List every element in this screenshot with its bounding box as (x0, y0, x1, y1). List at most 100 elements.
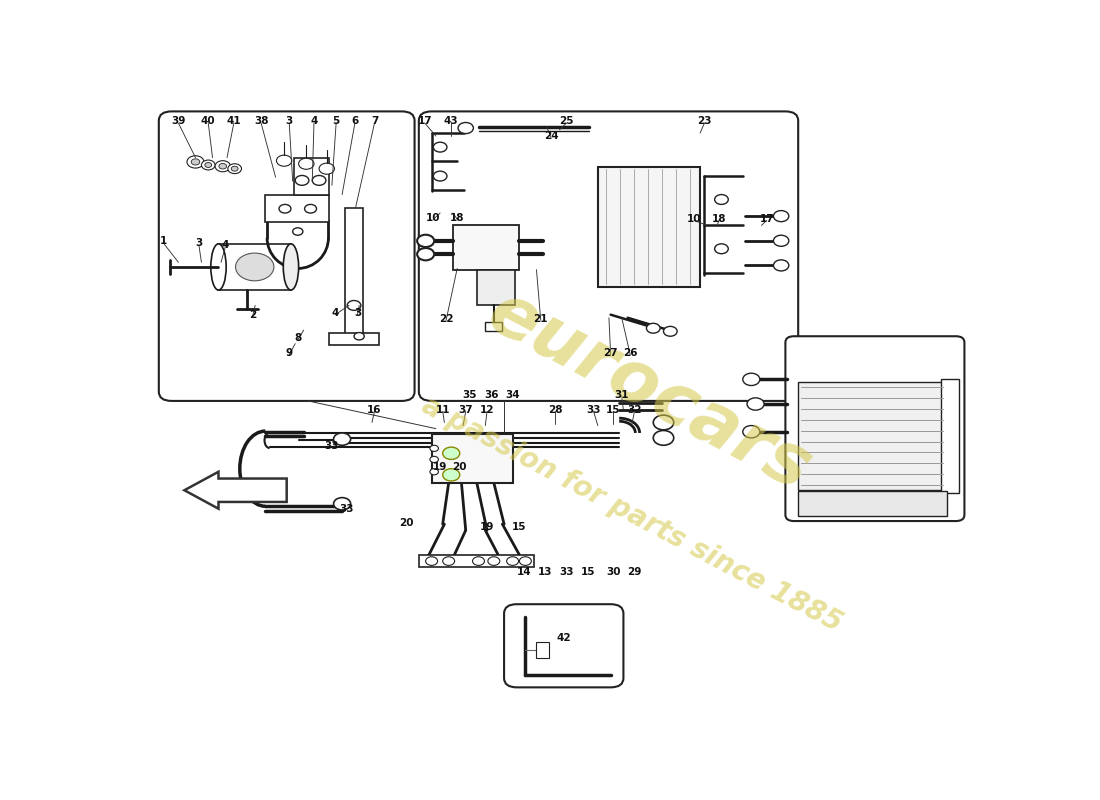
Circle shape (295, 175, 309, 186)
Bar (799, 491, 947, 516)
Text: 36: 36 (484, 390, 498, 400)
Text: 30: 30 (606, 567, 620, 577)
Text: 3: 3 (286, 116, 293, 126)
Bar (329, 333, 378, 346)
Bar (940, 379, 959, 494)
Circle shape (417, 234, 434, 247)
Circle shape (773, 235, 789, 246)
Circle shape (442, 469, 460, 481)
Text: 17: 17 (418, 116, 432, 126)
Text: 24: 24 (543, 131, 559, 141)
Bar (799, 382, 947, 490)
Circle shape (519, 557, 531, 566)
FancyArrow shape (185, 472, 287, 509)
Text: 3: 3 (354, 308, 361, 318)
Bar (419, 555, 534, 567)
Text: 16: 16 (367, 405, 382, 415)
FancyBboxPatch shape (785, 336, 965, 521)
Circle shape (216, 161, 230, 172)
Circle shape (715, 194, 728, 205)
Circle shape (663, 326, 678, 336)
Circle shape (653, 430, 673, 446)
Text: 43: 43 (444, 116, 459, 126)
Bar (537, 642, 549, 658)
Text: a passion for parts since 1885: a passion for parts since 1885 (417, 392, 847, 638)
Text: 19: 19 (433, 462, 448, 472)
Circle shape (430, 446, 439, 451)
Ellipse shape (211, 244, 227, 290)
Text: 17: 17 (759, 214, 774, 224)
Text: 33: 33 (586, 405, 601, 415)
Text: 9: 9 (286, 348, 293, 358)
Circle shape (333, 433, 351, 446)
Bar (485, 322, 503, 331)
Bar (265, 194, 329, 222)
Circle shape (488, 557, 499, 566)
FancyBboxPatch shape (419, 111, 799, 401)
Circle shape (742, 373, 760, 386)
Circle shape (653, 415, 673, 430)
Circle shape (191, 159, 200, 165)
Text: 4: 4 (221, 240, 229, 250)
Text: 39: 39 (172, 116, 186, 126)
Circle shape (205, 162, 211, 167)
Text: 21: 21 (534, 314, 548, 324)
Circle shape (305, 205, 317, 213)
Text: 5: 5 (332, 116, 340, 126)
Circle shape (293, 228, 303, 235)
Circle shape (312, 175, 326, 186)
Text: 13: 13 (538, 567, 552, 577)
Circle shape (458, 122, 473, 134)
Text: 28: 28 (548, 405, 562, 415)
Text: 26: 26 (623, 349, 638, 358)
Text: 29: 29 (627, 567, 641, 577)
Circle shape (773, 210, 789, 222)
Text: 4: 4 (331, 308, 339, 318)
Circle shape (231, 166, 238, 171)
Ellipse shape (284, 244, 298, 290)
Text: 37: 37 (459, 405, 473, 415)
Circle shape (201, 160, 216, 170)
FancyBboxPatch shape (158, 111, 415, 401)
Text: 15: 15 (581, 567, 595, 577)
Text: 35: 35 (463, 390, 477, 400)
Bar (219, 244, 290, 290)
Circle shape (647, 323, 660, 333)
Circle shape (433, 171, 447, 181)
Bar (431, 434, 513, 483)
FancyBboxPatch shape (504, 604, 624, 687)
Text: 2: 2 (249, 310, 256, 320)
Text: 15: 15 (606, 405, 620, 415)
Circle shape (354, 333, 364, 340)
Text: 41: 41 (227, 116, 241, 126)
Bar (344, 208, 363, 344)
Text: 25: 25 (559, 116, 573, 126)
Circle shape (417, 248, 434, 260)
Text: 34: 34 (505, 390, 520, 400)
Text: 10: 10 (686, 214, 702, 224)
Text: 10: 10 (426, 213, 441, 223)
Text: 20: 20 (452, 462, 468, 472)
Text: 15: 15 (513, 522, 527, 532)
Circle shape (773, 260, 789, 271)
Text: 18: 18 (450, 213, 464, 223)
Text: 33: 33 (559, 567, 573, 577)
Text: 1: 1 (160, 236, 167, 246)
Circle shape (319, 163, 334, 174)
Circle shape (228, 164, 242, 174)
Circle shape (747, 398, 764, 410)
Bar (476, 270, 515, 306)
Text: 19: 19 (480, 522, 494, 532)
Text: 6: 6 (351, 116, 359, 126)
Circle shape (187, 156, 204, 168)
Circle shape (715, 244, 728, 254)
Text: 33: 33 (339, 504, 353, 514)
Circle shape (235, 253, 274, 281)
Bar (294, 158, 329, 194)
Circle shape (473, 557, 484, 566)
Circle shape (507, 557, 518, 566)
Circle shape (348, 301, 361, 310)
Bar (453, 226, 519, 270)
Circle shape (276, 155, 292, 166)
Text: 27: 27 (603, 349, 618, 358)
